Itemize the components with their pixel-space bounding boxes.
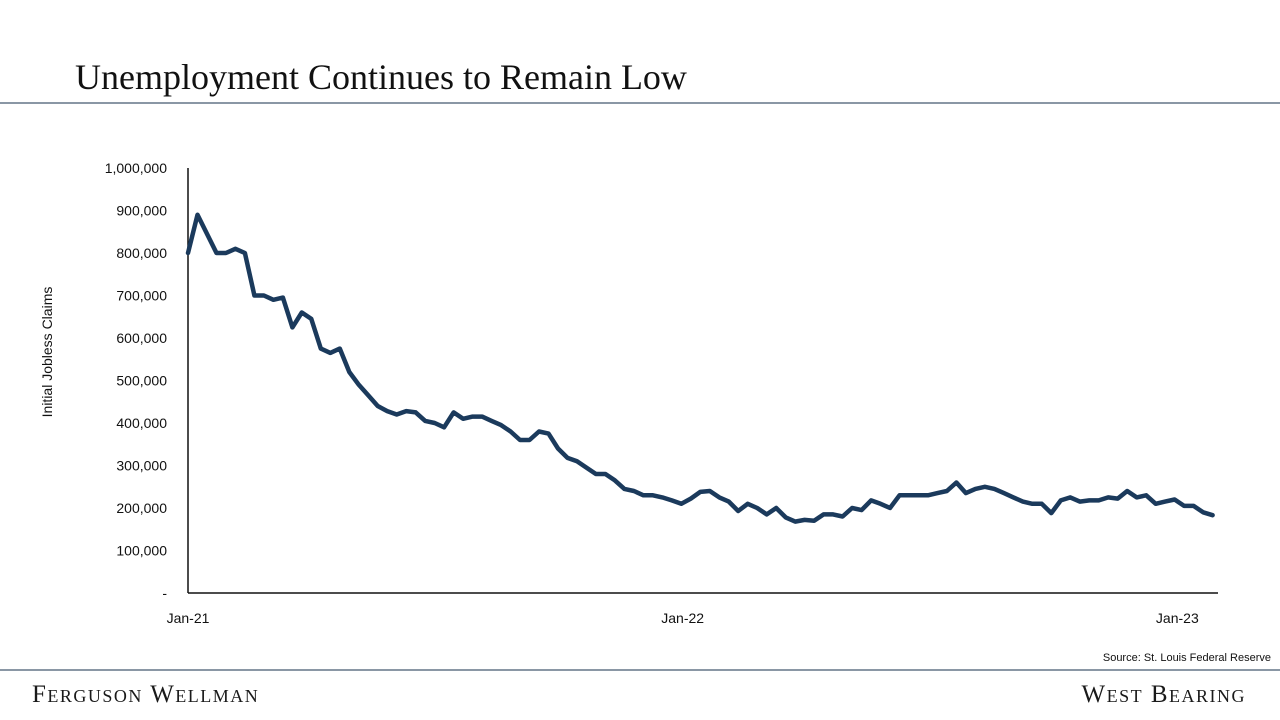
series-line-initial-jobless-claims [185,212,1215,524]
y-axis-ticks: - 100,000 200,000 300,000 400,000 500,000 600,… [105,160,168,601]
y-tick-label: 1,000,000 [105,160,167,176]
x-tick-label: Jan-22 [661,610,704,626]
y-tick-label: 700,000 [116,288,167,304]
y-tick-label: 500,000 [116,373,167,389]
x-tick-label: Jan-21 [167,610,210,626]
y-tick-label: 800,000 [116,245,167,261]
y-tick-label: 400,000 [116,415,167,431]
brand-west-bearing: West Bearing [1081,681,1246,708]
source-note: Source: St. Louis Federal Reserve [1102,652,1271,664]
x-tick-label: Jan-23 [1156,610,1199,626]
title-divider [0,102,1280,104]
y-tick-label: - [162,585,167,601]
brand-ferguson-wellman: Ferguson Wellman [32,681,260,708]
y-tick-label: 200,000 [116,500,167,516]
slide-title: Unemployment Continues to Remain Low [75,57,687,97]
x-axis-ticks: Jan-21 Jan-22 Jan-23 [167,610,1199,626]
jobless-claims-chart: - 100,000 200,000 300,000 400,000 500,000 600,… [39,160,1218,626]
y-tick-label: 600,000 [116,330,167,346]
footer-divider [0,669,1280,671]
y-tick-label: 300,000 [116,458,167,474]
y-axis-label: Initial Jobless Claims [39,287,55,418]
y-tick-label: 900,000 [116,203,167,219]
y-tick-label: 100,000 [116,543,167,559]
